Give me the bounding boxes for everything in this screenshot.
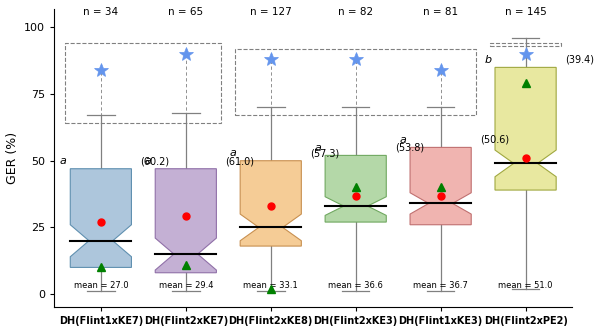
Text: b: b bbox=[484, 55, 491, 65]
Text: (61.0): (61.0) bbox=[225, 156, 254, 166]
Text: (50.6): (50.6) bbox=[480, 135, 509, 145]
Text: a: a bbox=[230, 148, 237, 158]
Text: n = 145: n = 145 bbox=[505, 7, 547, 17]
Polygon shape bbox=[70, 169, 131, 267]
Text: a: a bbox=[315, 143, 322, 153]
Text: n = 127: n = 127 bbox=[250, 7, 292, 17]
Text: (57.3): (57.3) bbox=[310, 148, 339, 158]
Text: mean = 51.0: mean = 51.0 bbox=[499, 281, 553, 290]
Text: (39.4): (39.4) bbox=[565, 55, 593, 65]
Text: mean = 29.4: mean = 29.4 bbox=[158, 281, 213, 290]
Text: n = 65: n = 65 bbox=[168, 7, 203, 17]
Polygon shape bbox=[325, 155, 386, 222]
Text: (53.8): (53.8) bbox=[395, 143, 424, 153]
Text: a: a bbox=[400, 135, 407, 145]
Text: n = 34: n = 34 bbox=[83, 7, 118, 17]
Polygon shape bbox=[495, 67, 556, 190]
Text: n = 81: n = 81 bbox=[423, 7, 458, 17]
Text: mean = 36.7: mean = 36.7 bbox=[413, 281, 468, 290]
Y-axis label: GER (%): GER (%) bbox=[5, 132, 19, 184]
Text: a: a bbox=[60, 156, 67, 166]
Text: a: a bbox=[145, 156, 152, 166]
Text: n = 82: n = 82 bbox=[338, 7, 373, 17]
Polygon shape bbox=[155, 169, 217, 273]
Text: mean = 33.1: mean = 33.1 bbox=[244, 281, 298, 290]
Text: mean = 36.6: mean = 36.6 bbox=[328, 281, 383, 290]
Polygon shape bbox=[410, 147, 471, 225]
Text: (60.2): (60.2) bbox=[140, 156, 169, 166]
Polygon shape bbox=[240, 161, 301, 246]
Text: mean = 27.0: mean = 27.0 bbox=[74, 281, 128, 290]
